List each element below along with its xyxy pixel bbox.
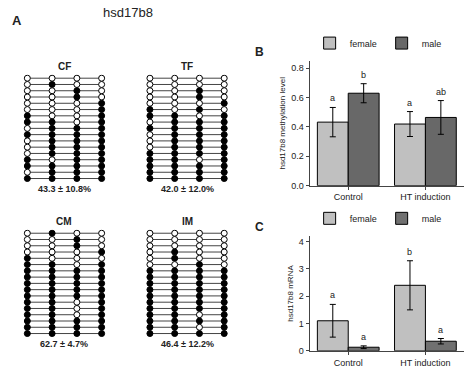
svg-text:2: 2 bbox=[299, 291, 304, 301]
svg-text:female: female bbox=[350, 214, 377, 224]
svg-text:4: 4 bbox=[299, 237, 304, 247]
svg-text:CF: CF bbox=[58, 61, 71, 72]
svg-text:a: a bbox=[407, 98, 412, 108]
svg-text:ab: ab bbox=[436, 87, 446, 97]
svg-text:46.4 ± 12.2%: 46.4 ± 12.2% bbox=[161, 339, 214, 349]
svg-text:a: a bbox=[330, 290, 335, 300]
svg-text:hsd17b8 methylation level: hsd17b8 methylation level bbox=[278, 77, 287, 170]
svg-text:male: male bbox=[422, 39, 442, 49]
svg-text:HT induction: HT induction bbox=[400, 358, 450, 368]
svg-text:IM: IM bbox=[182, 216, 193, 227]
svg-text:female: female bbox=[350, 39, 377, 49]
svg-text:43.3 ± 10.8%: 43.3 ± 10.8% bbox=[38, 184, 91, 194]
svg-text:42.0 ± 12.0%: 42.0 ± 12.0% bbox=[161, 184, 214, 194]
svg-text:A: A bbox=[12, 13, 22, 28]
svg-text:a: a bbox=[330, 93, 335, 103]
svg-text:b: b bbox=[361, 70, 366, 80]
svg-text:0.6: 0.6 bbox=[291, 93, 304, 103]
svg-text:male: male bbox=[422, 214, 442, 224]
svg-text:62.7 ± 4.7%: 62.7 ± 4.7% bbox=[40, 339, 88, 349]
svg-text:C: C bbox=[255, 220, 264, 234]
svg-text:0.2: 0.2 bbox=[291, 151, 304, 161]
svg-text:a: a bbox=[361, 332, 366, 342]
svg-text:0.4: 0.4 bbox=[291, 122, 304, 132]
svg-text:0.0: 0.0 bbox=[291, 181, 304, 191]
svg-text:TF: TF bbox=[181, 61, 193, 72]
svg-text:HT induction: HT induction bbox=[400, 192, 450, 202]
svg-text:a: a bbox=[438, 325, 443, 335]
svg-text:hsd17b8 mRNA: hsd17b8 mRNA bbox=[286, 265, 295, 322]
svg-text:0.8: 0.8 bbox=[291, 63, 304, 73]
svg-text:0: 0 bbox=[299, 346, 304, 356]
svg-text:hsd17b8: hsd17b8 bbox=[103, 5, 153, 20]
svg-text:CM: CM bbox=[56, 216, 72, 227]
svg-text:B: B bbox=[255, 45, 264, 59]
svg-text:1: 1 bbox=[299, 319, 304, 329]
svg-text:3: 3 bbox=[299, 264, 304, 274]
svg-text:Control: Control bbox=[334, 358, 363, 368]
svg-text:Control: Control bbox=[334, 192, 363, 202]
svg-text:b: b bbox=[407, 247, 412, 257]
